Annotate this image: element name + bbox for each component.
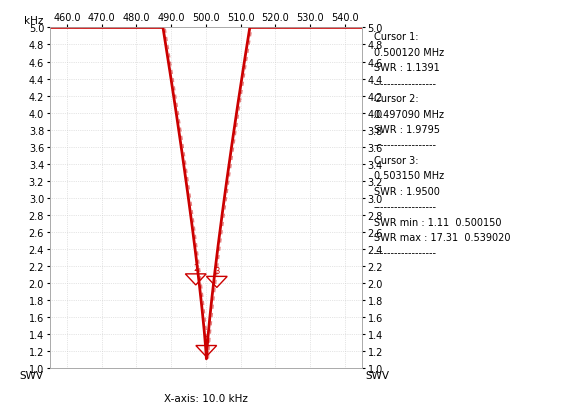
Text: kHz: kHz — [25, 16, 44, 26]
Text: SWR : 1.9795: SWR : 1.9795 — [374, 125, 440, 135]
Text: 1: 1 — [204, 335, 209, 344]
Text: Cursor 2:: Cursor 2: — [374, 94, 418, 104]
Text: SWR max : 17.31  0.539020: SWR max : 17.31 0.539020 — [374, 232, 510, 243]
Text: ------------------: ------------------ — [374, 140, 437, 150]
Text: SWR min : 1.11  0.500150: SWR min : 1.11 0.500150 — [374, 217, 501, 227]
Text: X-axis: 10.0 kHz: X-axis: 10.0 kHz — [164, 393, 248, 403]
Text: SWV: SWV — [365, 371, 389, 381]
Text: 0.497090 MHz: 0.497090 MHz — [374, 109, 444, 119]
Text: SWR : 1.9500: SWR : 1.9500 — [374, 186, 440, 196]
Text: Cursor 3:: Cursor 3: — [374, 156, 418, 166]
Text: 0.503150 MHz: 0.503150 MHz — [374, 171, 444, 181]
Text: ------------------: ------------------ — [374, 202, 437, 212]
Text: 2: 2 — [193, 264, 199, 273]
Text: SWV: SWV — [20, 371, 44, 381]
Text: 3: 3 — [214, 266, 220, 275]
Text: Cursor 1:: Cursor 1: — [374, 32, 418, 43]
Text: 0.500120 MHz: 0.500120 MHz — [374, 48, 444, 58]
Text: SWR : 1.1391: SWR : 1.1391 — [374, 63, 440, 73]
Text: ------------------: ------------------ — [374, 248, 437, 258]
Text: ------------------: ------------------ — [374, 79, 437, 89]
